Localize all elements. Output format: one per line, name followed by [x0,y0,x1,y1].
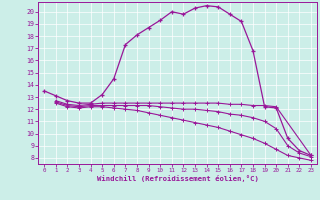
X-axis label: Windchill (Refroidissement éolien,°C): Windchill (Refroidissement éolien,°C) [97,175,259,182]
